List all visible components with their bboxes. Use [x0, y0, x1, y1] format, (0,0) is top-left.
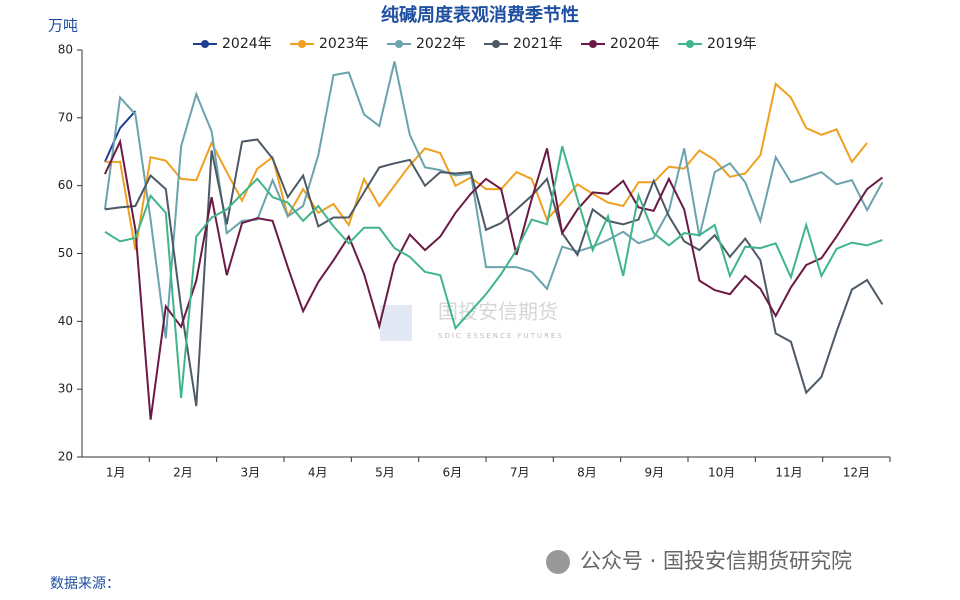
footer: 公众号 · 国投安信期货研究院: [580, 549, 852, 573]
series-line: [103, 61, 884, 339]
watermark: 国投安信期货: [438, 300, 558, 324]
x-tick-label: 7月: [510, 466, 530, 480]
source: 数据来源：: [50, 576, 120, 592]
legend-label: 2022年: [416, 36, 466, 52]
x-tick-label: 2月: [173, 466, 193, 480]
x-tick-label: 9月: [645, 466, 665, 480]
legend-marker: [589, 40, 597, 48]
legend-marker: [492, 40, 500, 48]
wechat-icon: [546, 550, 570, 574]
x-tick-label: 3月: [241, 466, 261, 480]
legend-label: 2024年: [222, 36, 272, 52]
series-line: [104, 146, 883, 399]
x-tick-label: 8月: [577, 466, 597, 480]
legend-label: 2023年: [319, 36, 369, 52]
watermark-sub: SDIC ESSENCE FUTURES: [438, 332, 564, 340]
y-tick-label: 20: [58, 450, 73, 464]
legend-marker: [686, 40, 694, 48]
series-line: [104, 82, 868, 251]
chart-title: 纯碱周度表观消费季节性: [381, 4, 579, 26]
legend-label: 2020年: [610, 36, 660, 52]
watermark-logo: [380, 305, 412, 341]
y-tick-label: 30: [58, 382, 73, 396]
y-tick-label: 60: [58, 178, 73, 192]
x-tick-label: 1月: [106, 466, 126, 480]
y-tick-label: 50: [58, 246, 73, 260]
legend-marker: [395, 40, 403, 48]
series-line: [103, 110, 137, 163]
legend-marker: [201, 40, 209, 48]
x-tick-label: 12月: [843, 466, 870, 480]
legend-label: 2019年: [707, 36, 757, 52]
series-line: [104, 138, 884, 407]
legend-marker: [298, 40, 306, 48]
x-tick-label: 10月: [708, 466, 735, 480]
y-tick-label: 70: [58, 110, 73, 124]
series-line: [103, 138, 884, 420]
y-unit: 万吨: [48, 17, 78, 35]
x-tick-label: 6月: [443, 466, 463, 480]
legend-label: 2021年: [513, 36, 563, 52]
y-tick-label: 80: [58, 43, 73, 57]
x-tick-label: 4月: [308, 466, 328, 480]
x-tick-label: 11月: [775, 466, 802, 480]
y-tick-label: 40: [58, 314, 73, 328]
x-tick-label: 5月: [375, 466, 395, 480]
